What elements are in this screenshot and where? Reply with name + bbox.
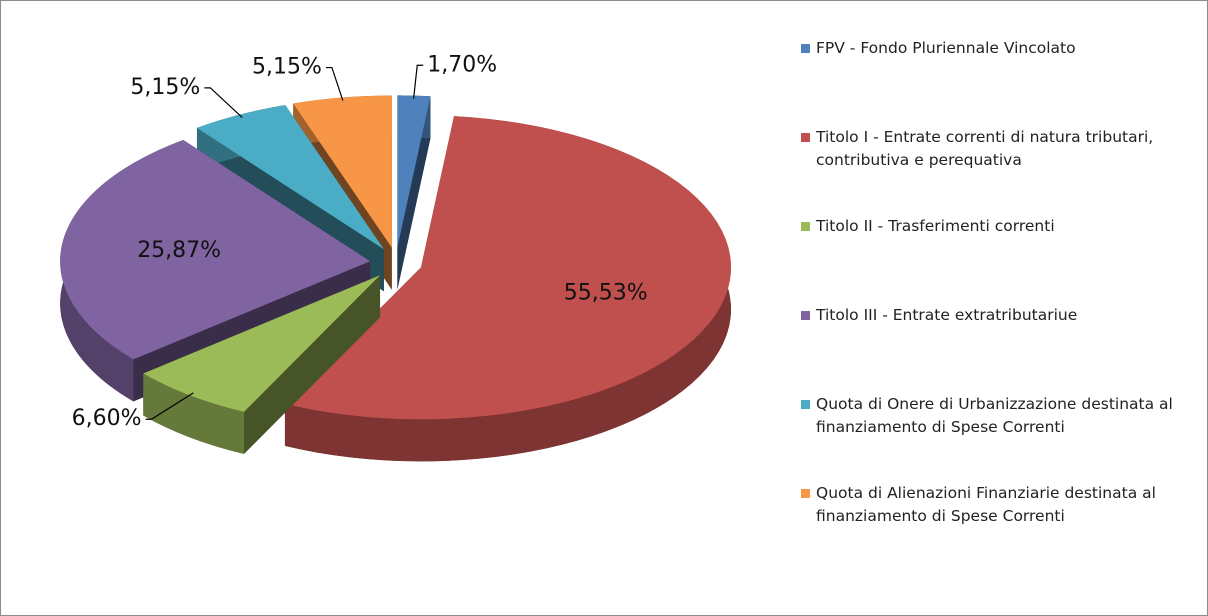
slice: [143, 275, 381, 412]
data-label: 1,70%: [427, 52, 497, 77]
legend-item: Titolo I - Entrate correnti di natura tr…: [801, 126, 1181, 172]
slice: [60, 140, 371, 402]
leader-line: [325, 66, 344, 101]
legend-label: FPV - Fondo Pluriennale Vincolato: [816, 39, 1076, 57]
data-label: 25,87%: [137, 238, 221, 263]
slice-outer-wall: [143, 373, 244, 454]
legend-swatch: [801, 489, 810, 498]
data-label: 55,53%: [564, 280, 648, 305]
legend-swatch: [801, 222, 810, 231]
legend-label: Quota di Onere di Urbanizzazione destina…: [816, 395, 1173, 436]
slice: [284, 116, 731, 420]
slice: [397, 95, 431, 248]
slice: [284, 116, 731, 462]
legend-item: Quota di Alienazioni Finanziarie destina…: [801, 482, 1181, 528]
slice: [60, 140, 371, 360]
legend-swatch: [801, 311, 810, 320]
legend-label: Titolo III - Entrate extratributariue: [816, 306, 1078, 324]
legend-swatch: [801, 400, 810, 409]
legend-item: Titolo II - Trasferimenti correnti: [801, 215, 1181, 238]
slice-edge-wall: [397, 96, 431, 290]
legend-item: FPV - Fondo Pluriennale Vincolato: [801, 37, 1181, 60]
data-label: 5,15%: [130, 75, 200, 100]
legend-item: Quota di Onere di Urbanizzazione destina…: [801, 393, 1181, 439]
slice: [143, 275, 381, 454]
legend-label: Titolo I - Entrate correnti di natura tr…: [816, 128, 1154, 169]
legend-item: Titolo III - Entrate extratributariue: [801, 304, 1181, 327]
data-label: 5,15%: [252, 55, 322, 80]
slice: [293, 95, 392, 248]
slice-outer-wall: [284, 116, 731, 462]
pie-area: 1,70% 55,53% 6,60% 25,87% 5,15% 5,15%: [60, 52, 731, 462]
legend-label: Quota di Alienazioni Finanziarie destina…: [816, 484, 1156, 525]
legend-swatch: [801, 133, 810, 142]
data-label: 6,60%: [72, 406, 142, 431]
leader-line: [204, 87, 243, 118]
leader-line: [413, 64, 424, 99]
leader-line: [145, 392, 194, 420]
legend-label: Titolo II - Trasferimenti correnti: [816, 217, 1055, 235]
slice: [196, 105, 384, 250]
legend-swatch: [801, 44, 810, 53]
slice: [397, 95, 431, 290]
